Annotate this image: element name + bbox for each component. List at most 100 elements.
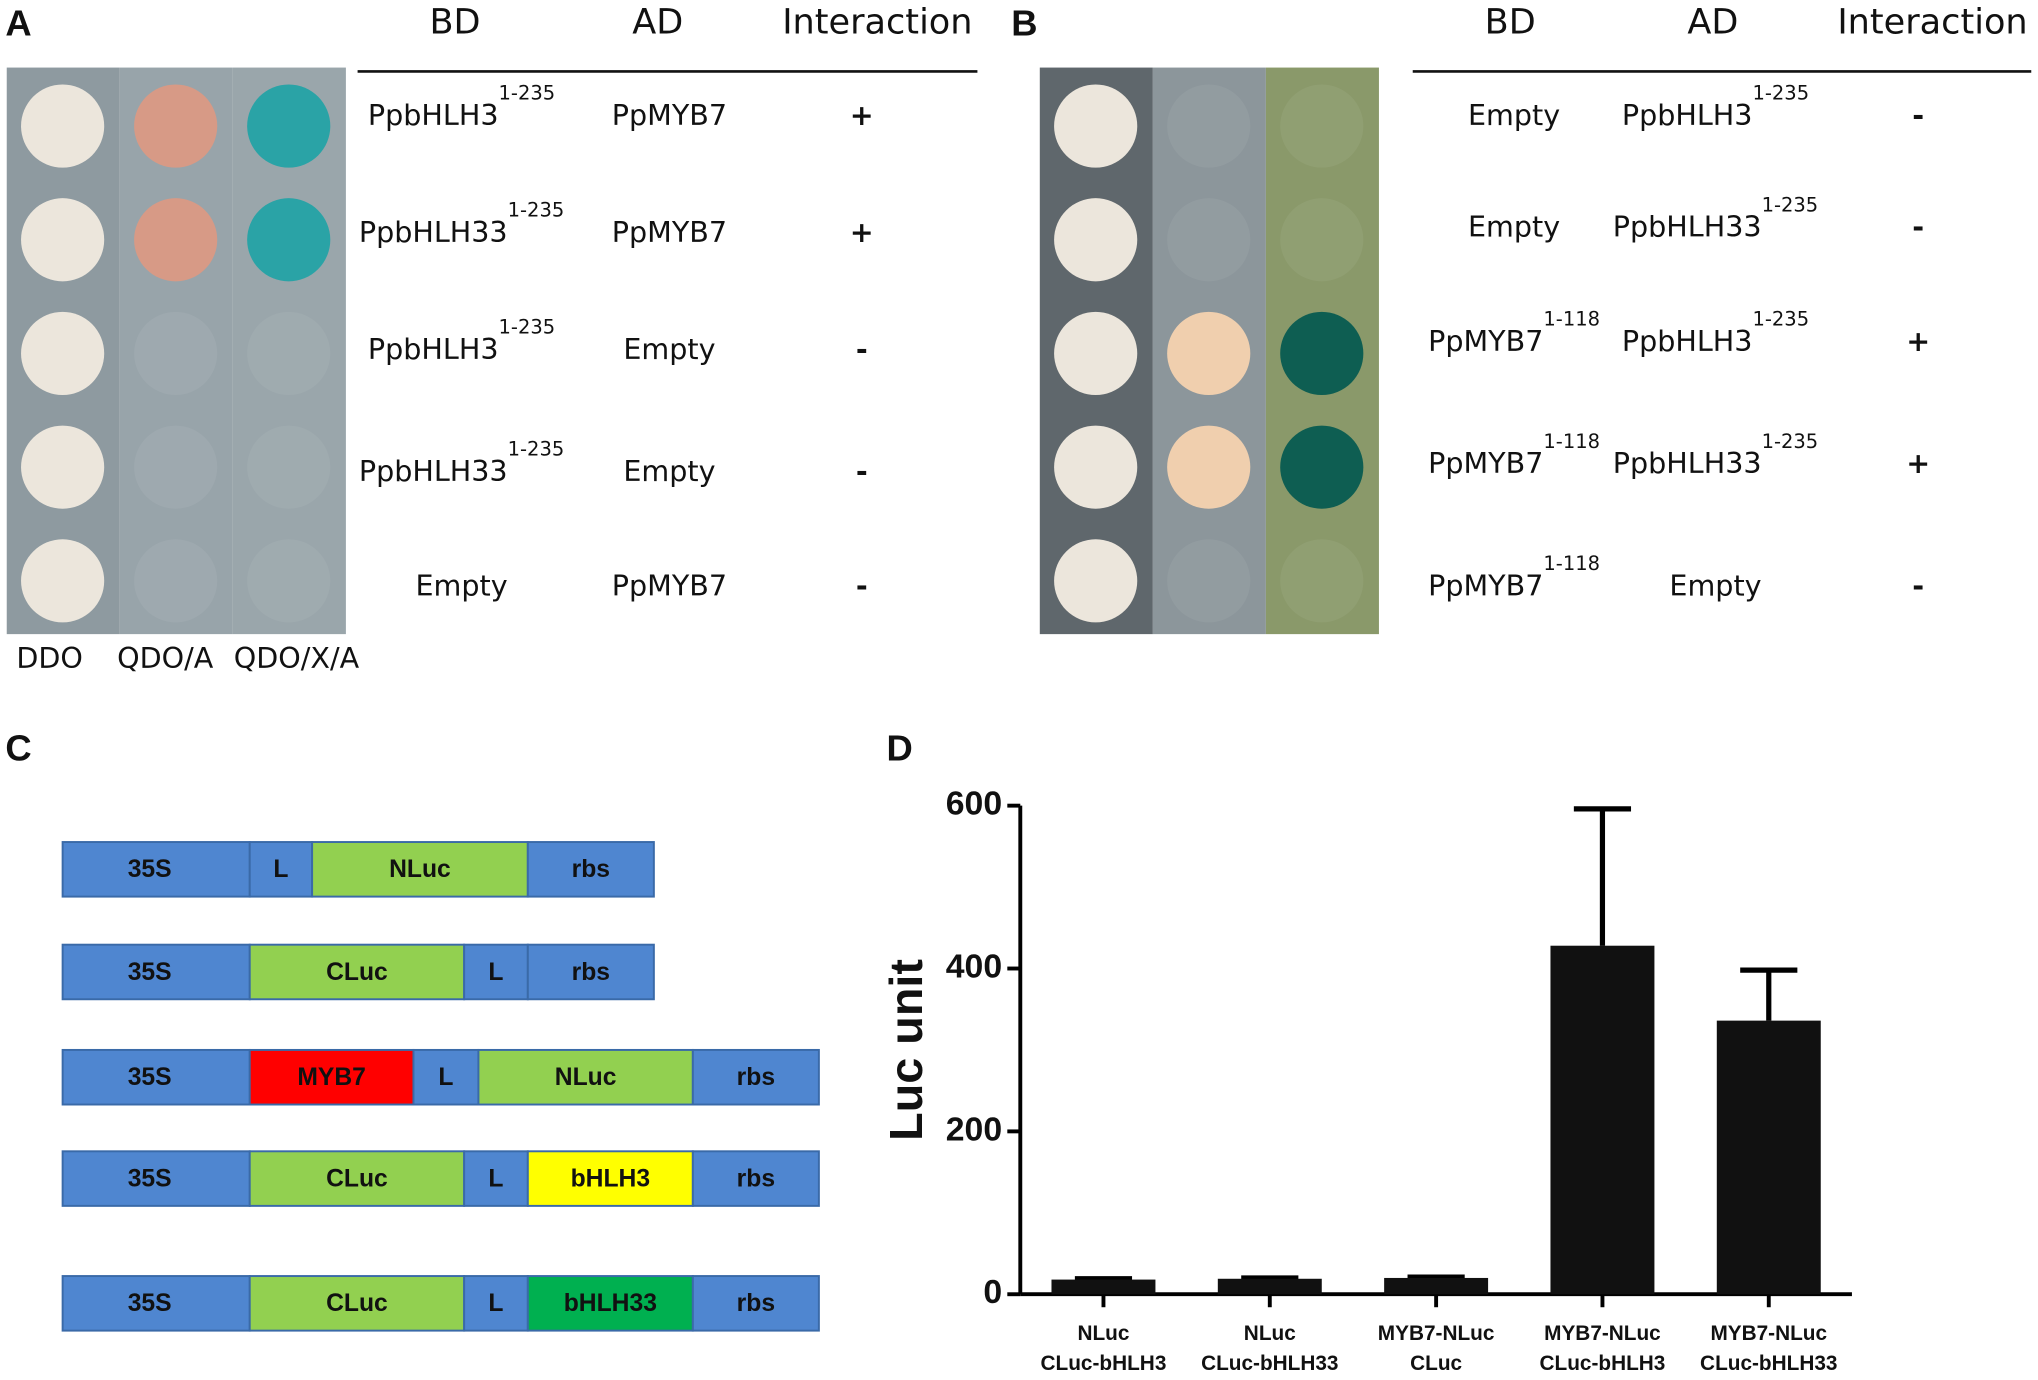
superscript: 1-235 [1752,81,1809,104]
colony [1280,539,1364,623]
segment-label: L [438,1064,453,1091]
construct-segment [463,1150,529,1207]
colony [1280,311,1364,396]
construct-name: Empty [415,568,507,602]
segment-label: L [273,856,288,883]
superscript: 1-235 [499,81,556,104]
x-tick-label: CLuc-bHLH3 [1041,1352,1167,1375]
colony [21,84,105,168]
segment-label: L [488,959,503,986]
bar [1051,1279,1156,1295]
x-tick-label: CLuc-bHLH33 [1201,1352,1338,1375]
construct-name: Empty [623,332,715,366]
cell-text: PpbHLH331-235 [1613,429,1818,480]
segment-label: CLuc [326,959,388,986]
x-tick-label: NLuc [1244,1322,1296,1345]
construct-name: Empty [1468,210,1560,244]
interaction: - [1912,210,1924,244]
segment-label: CLuc [326,1290,388,1317]
cell-text: Empty [1468,210,1560,244]
segment-label: 35S [128,856,172,883]
colony [1280,198,1364,282]
y-axis-label: Luc unit [880,959,932,1141]
superscript: 1-235 [499,315,556,338]
colony [134,198,218,282]
construct-segment [412,1048,480,1106]
segment-label: rbs [572,959,610,986]
colony [21,425,105,509]
construct-segment [526,943,655,1001]
colony [1167,198,1251,282]
segment-label: rbs [737,1290,775,1317]
construct-name: PpbHLH33 [359,454,508,488]
colony [1280,425,1364,509]
construct-name: PpMYB7 [1428,446,1543,480]
superscript: 1-235 [508,198,565,221]
segment-label: rbs [737,1165,775,1192]
segment-label: NLuc [555,1064,617,1091]
plate-label: QDO/A [117,641,214,675]
construct-name: PpbHLH3 [368,332,499,366]
construct-name: PpbHLH3 [1622,324,1753,358]
colony [134,311,218,396]
colony [1167,425,1251,509]
construct-segment [526,1275,694,1332]
plate-label: DDO [16,641,83,675]
x-tick-label: NLuc [1077,1322,1129,1345]
cell-text: PpMYB71-118 [1428,307,1600,358]
construct-segment [463,1275,529,1332]
column-header: Interaction [1837,1,2027,42]
column-header: AD [1687,1,1738,42]
cell-text: PpbHLH31-235 [368,81,555,132]
column-header: AD [632,1,683,42]
bar [1716,1020,1821,1295]
colony [247,311,331,396]
colony [1280,84,1364,168]
construct-name: PpMYB7 [612,568,727,602]
construct-segment [248,943,466,1001]
colony [1054,425,1138,509]
segment-label: bHLH3 [571,1165,651,1192]
segment-label: rbs [572,856,610,883]
cell-text: PpbHLH31-235 [1622,307,1809,358]
segment-label: L [488,1290,503,1317]
x-tick-label: CLuc-bHLH33 [1700,1352,1837,1375]
colony [247,425,331,509]
x-tick-label: MYB7-NLuc [1378,1322,1495,1345]
column-header: BD [1485,1,1536,42]
construct-name: Empty [1468,98,1560,132]
construct-name: Empty [623,454,715,488]
colony [1054,198,1138,282]
y-tick-label: 200 [946,1110,1002,1148]
colony [247,84,331,168]
superscript: 1-235 [1762,429,1819,452]
cell-text: Empty [1468,98,1560,132]
construct-name: PpbHLH3 [1622,98,1753,132]
segment-label: 35S [128,1064,172,1091]
cell-text: Empty [415,568,507,602]
segment-label: bHLH33 [564,1290,657,1317]
construct-name: PpbHLH33 [359,215,508,249]
cell-text: PpMYB7 [612,215,727,249]
panel-label: B [1011,3,1037,44]
construct-segment [691,1275,820,1332]
colony [21,311,105,396]
construct-name: PpbHLH33 [1613,446,1762,480]
colony [247,539,331,623]
construct-name: PpMYB7 [612,215,727,249]
interaction: + [850,98,874,132]
interaction: - [856,568,868,602]
colony [21,198,105,282]
construct-name: PpbHLH33 [1613,210,1762,244]
cell-text: PpbHLH331-235 [1613,193,1818,244]
construct-segment [61,841,251,898]
cell-text: PpMYB71-118 [1428,429,1600,480]
cell-text: PpbHLH31-235 [1622,81,1809,132]
colony [134,84,218,168]
cell-text: PpbHLH331-235 [359,198,564,249]
x-tick-label: CLuc-bHLH3 [1540,1352,1666,1375]
construct-name: PpMYB7 [1428,324,1543,358]
colony [21,539,105,623]
